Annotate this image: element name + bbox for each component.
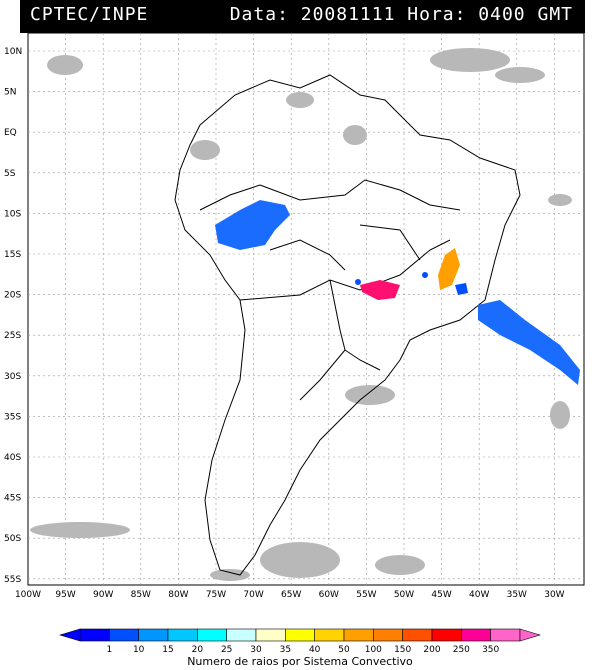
lat-label: 5N: [4, 88, 16, 98]
lon-label: 85W: [131, 590, 151, 600]
latitude-labels: 10N 5N EQ 5S 10S 15S 20S 25S 30S 35S 40S 45S 50S 55S: [4, 47, 22, 585]
lat-label: 35S: [4, 412, 21, 422]
legend-arrow-right: [519, 628, 542, 642]
lon-label: 70W: [243, 590, 263, 600]
legend-swatch: [167, 628, 198, 642]
lon-label: 95W: [55, 590, 75, 600]
legend-tick-label: 100: [365, 645, 382, 655]
lon-label: 50W: [394, 590, 414, 600]
legend-swatch: [314, 628, 345, 642]
lat-label: 15S: [4, 250, 21, 260]
lon-label: 45W: [431, 590, 451, 600]
legend-swatch: [138, 628, 169, 642]
legend-arrow-left: [58, 628, 81, 642]
coastlines-borders: [174, 74, 521, 576]
legend-colorbar: [58, 628, 542, 642]
legend-swatch: [285, 628, 315, 642]
lon-label: 30W: [544, 590, 564, 600]
lon-label: 65W: [281, 590, 301, 600]
legend-swatch: [109, 628, 139, 642]
legend-swatch: [490, 628, 521, 642]
system-blue-atlantic: [478, 300, 580, 385]
lat-label: 10N: [4, 47, 22, 57]
system-blue-amazon: [215, 200, 290, 250]
lon-label: 40W: [469, 590, 489, 600]
legend-swatch: [431, 628, 462, 642]
map-header: CPTEC/INPE Data: 20081111 Hora: 0400 GMT: [20, 0, 585, 33]
lat-label: 10S: [4, 209, 21, 219]
legend-swatch: [79, 628, 110, 642]
lat-label: 40S: [4, 453, 21, 463]
cloud-cover: [30, 48, 572, 581]
legend-swatch: [226, 628, 257, 642]
lon-label: 80W: [168, 590, 188, 600]
legend-tick-label: 150: [394, 645, 411, 655]
lon-label: 60W: [319, 590, 339, 600]
legend-swatch: [255, 628, 286, 642]
legend-swatch: [402, 628, 433, 642]
legend-tick-label: 50: [338, 645, 350, 655]
lon-label: 55W: [356, 590, 376, 600]
lon-label: 90W: [93, 590, 113, 600]
lat-label: 55S: [4, 575, 21, 585]
grid-lines: [28, 33, 584, 585]
legend-tick-label: 200: [423, 645, 440, 655]
system-magenta: [360, 280, 400, 300]
legend-tick-labels: 1 10 15 20 25 30 35 40 50 100 150 200 250 350: [106, 645, 499, 655]
legend-tick-label: 250: [453, 645, 470, 655]
legend-tick-label: 35: [280, 645, 291, 655]
lat-label: 20S: [4, 291, 21, 301]
lat-label: 30S: [4, 372, 21, 382]
system-blue-small-1: [455, 283, 468, 295]
legend-tick-label: 1: [106, 645, 112, 655]
datetime-label: Data: 20081111 Hora: 0400 GMT: [229, 4, 573, 25]
legend-swatch: [373, 628, 403, 642]
legend-tick-label: 40: [309, 645, 321, 655]
system-orange: [438, 248, 460, 290]
legend-tick-label: 350: [482, 645, 499, 655]
legend-tick-label: 15: [162, 645, 173, 655]
legend-tick-label: 20: [192, 645, 204, 655]
legend-tick-label: 10: [133, 645, 145, 655]
lon-label: 35W: [507, 590, 527, 600]
legend-swatch: [197, 628, 227, 642]
legend-caption: Numero de raios por Sistema Convectivo: [187, 655, 413, 668]
lon-label: 75W: [206, 590, 226, 600]
source-label: CPTEC/INPE: [30, 4, 149, 25]
legend-tick-label: 25: [221, 645, 232, 655]
lat-label: 5S: [4, 169, 16, 179]
convective-systems: [215, 200, 580, 385]
longitude-labels: 100W 95W 90W 85W 80W 75W 70W 65W 60W 55W 50W 45W 40W…: [15, 590, 565, 600]
lat-label: 25S: [4, 331, 21, 341]
legend-swatch: [461, 628, 491, 642]
lon-label: 100W: [15, 590, 41, 600]
legend-swatch: [343, 628, 374, 642]
lat-label: 50S: [4, 534, 21, 544]
lat-label: EQ: [4, 128, 17, 138]
legend-tick-label: 30: [250, 645, 262, 655]
lat-label: 45S: [4, 494, 21, 504]
